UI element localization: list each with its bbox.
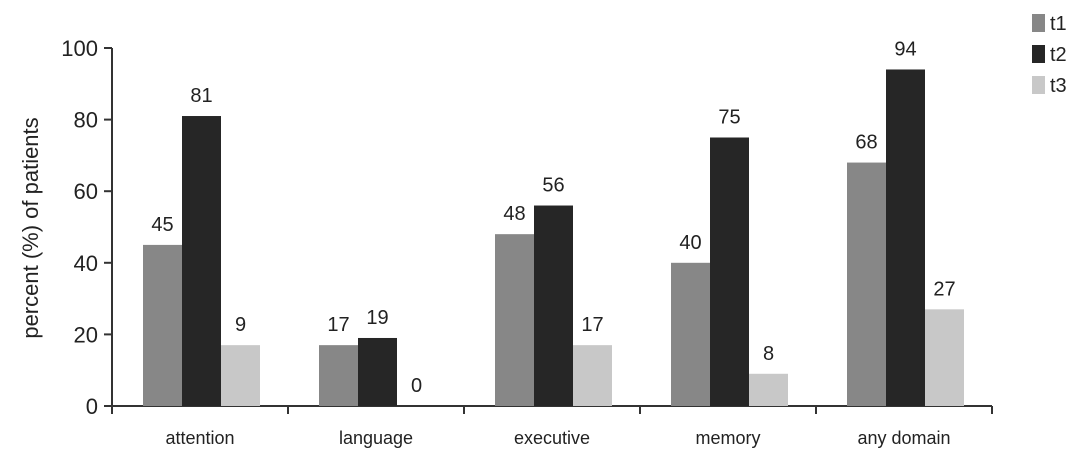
bars — [143, 69, 964, 407]
y-tick-label: 0 — [86, 394, 98, 419]
legend-label-t1: t1 — [1050, 13, 1067, 35]
y-tick-label: 100 — [61, 36, 98, 61]
data-labels: 45 17 48 40 68 81 19 56 75 94 9 0 17 8 27 — [151, 38, 955, 397]
y-tick-label: 80 — [74, 108, 98, 133]
bar-t3-0 — [221, 345, 260, 406]
bar-t2-0 — [182, 116, 221, 407]
bar-t1-3 — [671, 262, 710, 406]
bar-t3-3 — [749, 373, 788, 406]
bar-t2-1 — [358, 337, 397, 406]
data-label-t2-0: 81 — [190, 85, 212, 107]
bar-t1-0 — [143, 244, 182, 406]
data-label-t1-4: 68 — [855, 132, 877, 154]
y-tick-label: 60 — [74, 179, 98, 204]
data-label-t1-2: 48 — [503, 203, 525, 225]
x-category-label: attention — [165, 428, 234, 448]
bar-t2-3 — [710, 137, 749, 406]
x-category-label: executive — [514, 428, 590, 448]
bar-t1-1 — [319, 345, 358, 406]
data-label-t3-3: 8 — [763, 343, 774, 365]
legend-swatch-t3 — [1032, 76, 1045, 94]
bar-t2-4 — [886, 69, 925, 406]
data-label-t3-0: 9 — [235, 314, 246, 336]
data-label-t2-1: 19 — [366, 307, 388, 329]
bar-t2-2 — [534, 205, 573, 406]
data-label-t1-3: 40 — [679, 232, 701, 254]
bar-t1-2 — [495, 234, 534, 406]
legend: t1 t2 t3 — [1032, 13, 1067, 97]
y-tick-label: 40 — [74, 251, 98, 276]
y-tick-label: 20 — [74, 322, 98, 347]
data-label-t1-1: 17 — [327, 314, 349, 336]
data-label-t2-4: 94 — [894, 38, 916, 60]
x-category-label: language — [339, 428, 413, 448]
legend-label-t2: t2 — [1050, 44, 1067, 66]
x-category-label: memory — [695, 428, 760, 448]
legend-swatch-t2 — [1032, 45, 1045, 63]
bar-t3-2 — [573, 345, 612, 406]
data-label-t2-2: 56 — [542, 175, 564, 197]
bar-t3-4 — [925, 309, 964, 406]
y-axis-title: percent (%) of patients — [18, 117, 43, 338]
data-label-t3-2: 17 — [581, 314, 603, 336]
bar-t1-4 — [847, 162, 886, 406]
data-label-t3-1: 0 — [411, 375, 422, 397]
data-label-t3-4: 27 — [933, 278, 955, 300]
legend-swatch-t1 — [1032, 14, 1045, 32]
data-label-t2-3: 75 — [718, 107, 740, 129]
x-category-label: any domain — [857, 428, 950, 448]
data-label-t1-0: 45 — [151, 214, 173, 236]
legend-label-t3: t3 — [1050, 75, 1067, 97]
